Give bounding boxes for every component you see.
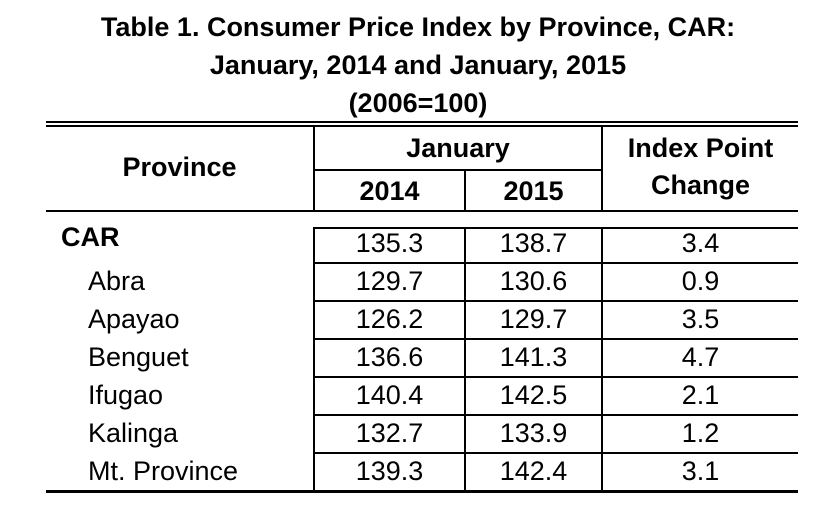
body-vertical-right <box>601 228 603 490</box>
top-double-rule-upper <box>46 121 798 123</box>
cell-2014: 139.3 <box>355 456 424 486</box>
table-title-line-2: January, 2014 and January, 2015 <box>209 50 627 80</box>
cell-2015: 130.6 <box>499 266 568 296</box>
table-bottom-rule <box>46 490 798 493</box>
header-change-line-2: Change <box>650 170 750 200</box>
row-province: Mt. Province <box>88 456 239 486</box>
row-rule-2 <box>313 300 798 302</box>
row-rule-4 <box>313 376 798 378</box>
cell-2015: 142.4 <box>499 456 568 486</box>
cell-2014: 136.6 <box>355 342 424 372</box>
top-double-rule-lower <box>46 125 798 127</box>
header-vertical-right <box>601 127 603 210</box>
cell-change: 3.1 <box>681 456 720 486</box>
cell-change: 3.5 <box>681 304 720 334</box>
row-province-car: CAR <box>61 222 120 252</box>
cell-2015: 129.7 <box>499 304 568 334</box>
cell-2014: 132.7 <box>355 418 424 448</box>
row-province: Benguet <box>88 342 189 372</box>
cell-2015: 141.3 <box>499 342 568 372</box>
header-change-line-1: Index Point <box>627 133 774 163</box>
body-vertical-middle <box>464 228 466 490</box>
header-province: Province <box>122 152 237 182</box>
row-province: Kalinga <box>88 418 179 448</box>
cell-2014: 140.4 <box>355 380 424 410</box>
cell-2014: 129.7 <box>355 266 424 296</box>
cell-2015: 138.7 <box>499 228 568 258</box>
cell-2015: 133.9 <box>499 418 568 448</box>
row-province: Apayao <box>88 304 180 334</box>
table-title-line-1: Table 1. Consumer Price Index by Provinc… <box>100 12 736 42</box>
header-vertical-middle <box>464 170 466 210</box>
row-rule-3 <box>313 338 798 340</box>
cell-2014: 135.3 <box>355 228 424 258</box>
row-rule-5 <box>313 414 798 416</box>
cell-change: 0.9 <box>681 266 720 296</box>
january-underline <box>314 169 602 171</box>
cell-change: 2.1 <box>681 380 720 410</box>
header-bottom-rule <box>46 210 798 212</box>
cell-change: 1.2 <box>681 418 720 448</box>
cell-2015: 142.5 <box>499 380 568 410</box>
row-rule-6 <box>313 452 798 454</box>
header-year-2015: 2015 <box>503 176 564 206</box>
row-province: Abra <box>88 266 146 296</box>
body-top-rule <box>313 227 798 229</box>
header-year-2014: 2014 <box>359 176 420 206</box>
row-rule-1 <box>313 262 798 264</box>
header-vertical-left <box>313 127 315 210</box>
body-vertical-left <box>313 228 315 490</box>
row-province: Ifugao <box>88 380 164 410</box>
cell-change: 3.4 <box>681 228 720 258</box>
cell-2014: 126.2 <box>355 304 424 334</box>
cell-change: 4.7 <box>681 342 720 372</box>
header-january: January <box>406 133 510 163</box>
table-title-line-3: (2006=100) <box>348 88 488 118</box>
